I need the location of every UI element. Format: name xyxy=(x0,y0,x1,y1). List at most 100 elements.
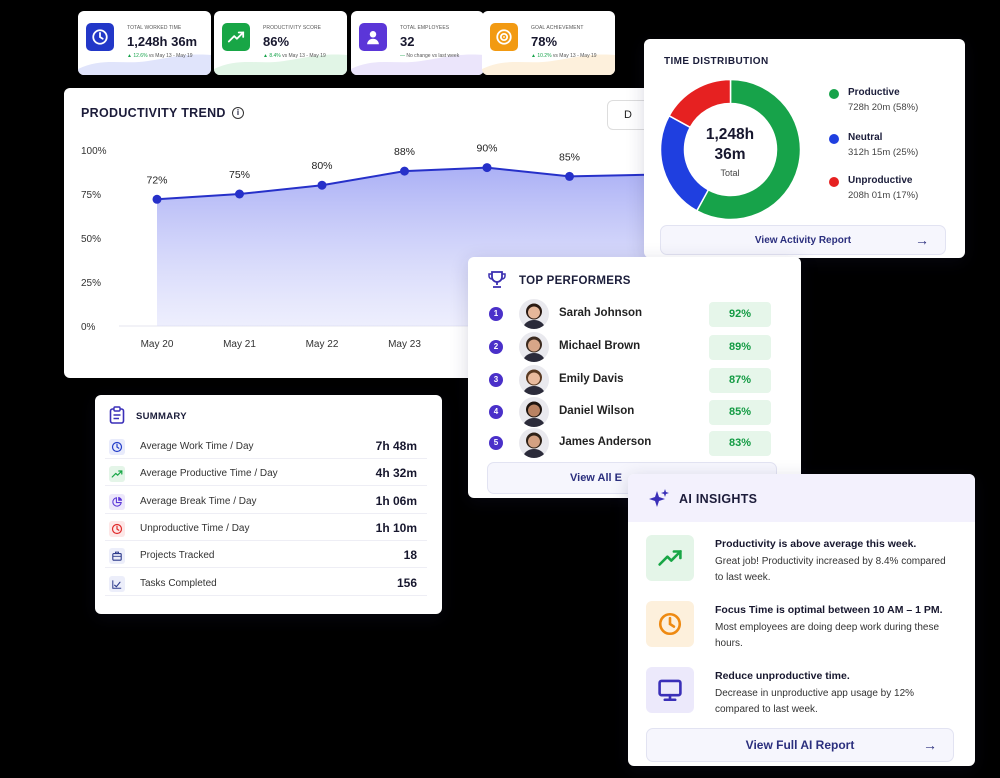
performer-row[interactable]: 4 Daniel Wilson 85% xyxy=(468,397,801,427)
summary-row: Average Break Time / Day 1h 06m xyxy=(105,490,427,514)
summary-value: 4h 32m xyxy=(375,466,417,481)
donut-total-value-line2: 36m xyxy=(714,146,746,163)
summary-row: Average Productive Time / Day 4h 32m xyxy=(105,462,427,487)
kpi-trend: ▲ 10.2% vs May 13 - May 19 xyxy=(531,53,597,59)
performer-name: Sarah Johnson xyxy=(559,307,643,319)
rank-badge: 3 xyxy=(489,373,503,387)
trophy-icon xyxy=(488,271,506,288)
summary-label: Projects Tracked xyxy=(140,550,215,562)
summary-row: Tasks Completed 156 xyxy=(105,572,427,596)
kpi-wave xyxy=(482,54,615,75)
kpi-trend-change: — xyxy=(400,53,405,59)
ai-insights-title: AI INSIGHTS xyxy=(679,492,758,506)
kpi-label: TOTAL EMPLOYEES xyxy=(400,25,450,31)
avatar xyxy=(519,397,549,427)
kpi-label: PRODUCTIVITY SCORE xyxy=(263,25,322,31)
performer-row[interactable]: 1 Sarah Johnson 92% xyxy=(468,299,801,329)
trend-point[interactable] xyxy=(482,163,492,173)
kpi-card: TOTAL EMPLOYEES 32 — No change vs last w… xyxy=(351,11,484,75)
donut-slice-productive[interactable] xyxy=(695,79,801,220)
ai-insight-item: Productivity is above average this week.… xyxy=(628,535,975,597)
performer-row[interactable]: 3 Emily Davis 87% xyxy=(468,365,801,395)
trend-point[interactable] xyxy=(400,166,409,176)
x-tick-label: May 22 xyxy=(306,339,339,350)
avatar xyxy=(519,428,549,458)
donut-total-label: Total xyxy=(720,168,740,178)
view-all-employees-label: View All E xyxy=(570,472,622,484)
kpi-value: 86% xyxy=(263,34,290,49)
ai-insight-item: Reduce unproductive time. Decrease in un… xyxy=(628,667,975,729)
insight-heading: Focus Time is optimal between 10 AM – 1 … xyxy=(715,604,943,616)
time-distribution-donut xyxy=(660,79,801,220)
legend-detail: 312h 15m (25%) xyxy=(848,147,919,158)
legend-name: Neutral xyxy=(848,132,883,143)
donut-total-value-line1: 1,248h xyxy=(705,126,755,143)
kpi-trend-text: vs May 13 - May 19 xyxy=(282,53,326,59)
kpi-wave xyxy=(214,54,347,75)
kpi-card: GOAL ACHIEVEMENT 78% ▲ 10.2% vs May 13 -… xyxy=(482,11,615,75)
trend-data-label: 80% xyxy=(311,160,332,172)
monitor-icon xyxy=(646,667,694,713)
clock-icon xyxy=(109,439,125,455)
legend-detail: 728h 20m (58%) xyxy=(848,102,919,113)
trend-up-icon xyxy=(109,466,125,483)
trend-data-label: 72% xyxy=(146,174,167,186)
kpi-label: TOTAL WORKED TIME xyxy=(127,25,182,31)
view-full-ai-report-label: View Full AI Report xyxy=(745,738,855,752)
time-distribution-title: TIME DISTRIBUTION xyxy=(664,56,769,67)
ai-insights-header xyxy=(628,474,975,522)
arrow-right-icon: → xyxy=(923,737,937,753)
summary-row: Average Work Time / Day 7h 48m xyxy=(105,435,427,459)
kpi-trend-text: No change vs last week xyxy=(406,53,460,59)
clipboard-icon xyxy=(109,406,125,424)
legend-detail: 208h 01m (17%) xyxy=(848,190,919,201)
info-icon[interactable]: i xyxy=(232,107,244,119)
summary-label: Average Productive Time / Day xyxy=(140,468,278,480)
kpi-label: GOAL ACHIEVEMENT xyxy=(531,25,584,31)
legend-dot xyxy=(829,89,839,99)
trend-up-icon xyxy=(646,535,694,581)
trend-data-label: 88% xyxy=(394,146,415,158)
performer-row[interactable]: 5 James Anderson 83% xyxy=(468,428,801,458)
trend-point[interactable] xyxy=(152,194,162,204)
trend-point[interactable] xyxy=(565,171,574,181)
summary-value: 156 xyxy=(396,575,417,590)
sparkle-icon xyxy=(649,489,669,507)
kpi-trend-change: ▲ 10.2% xyxy=(531,53,552,59)
performer-score: 85% xyxy=(709,400,771,425)
top-performers-title: TOP PERFORMERS xyxy=(519,275,631,287)
briefcase-icon xyxy=(109,548,125,565)
y-tick-label: 75% xyxy=(81,190,101,201)
kpi-value: 78% xyxy=(531,34,558,49)
summary-label: Tasks Completed xyxy=(140,577,217,589)
user-icon xyxy=(359,23,387,51)
trend-point[interactable] xyxy=(235,189,244,199)
ai-insights-card: AI INSIGHTS Productivity is above averag… xyxy=(628,474,975,766)
view-activity-report-label: View Activity Report xyxy=(754,234,852,246)
kpi-trend: ▲ 12.6% vs May 13 - May 19 xyxy=(127,53,193,59)
performer-row[interactable]: 2 Michael Brown 89% xyxy=(468,332,801,362)
kpi-card: PRODUCTIVITY SCORE 86% ▲ 8.4% vs May 13 … xyxy=(214,11,347,75)
insight-text: Decrease in unproductive app usage by 12… xyxy=(715,688,915,715)
performer-name: James Anderson xyxy=(559,436,652,448)
trend-point[interactable] xyxy=(317,180,327,190)
avatar xyxy=(519,299,549,329)
x-tick-label: May 21 xyxy=(223,339,256,350)
summary-value: 1h 10m xyxy=(375,520,417,535)
legend-dot xyxy=(829,134,839,144)
summary-card: SUMMARY Average Work Time / Day 7h 48m A… xyxy=(95,395,442,614)
view-activity-report-button[interactable]: View Activity Report → xyxy=(660,225,946,255)
performer-name: Daniel Wilson xyxy=(559,405,635,417)
y-tick-label: 100% xyxy=(81,146,107,157)
summary-value: 7h 48m xyxy=(375,439,417,453)
kpi-trend-text: vs May 13 - May 19 xyxy=(552,53,597,59)
view-full-ai-report-button[interactable]: View Full AI Report → xyxy=(646,728,954,762)
rank-badge: 2 xyxy=(489,340,503,354)
summary-row: Projects Tracked 18 xyxy=(105,544,427,569)
donut-slice-unproductive[interactable] xyxy=(668,79,732,129)
range-selector-button[interactable]: D xyxy=(607,100,664,130)
rank-badge: 4 xyxy=(489,405,503,419)
arrow-right-icon: → xyxy=(915,232,929,248)
kpi-trend-change: ▲ 8.4% xyxy=(263,53,281,59)
performer-score: 92% xyxy=(709,302,771,327)
